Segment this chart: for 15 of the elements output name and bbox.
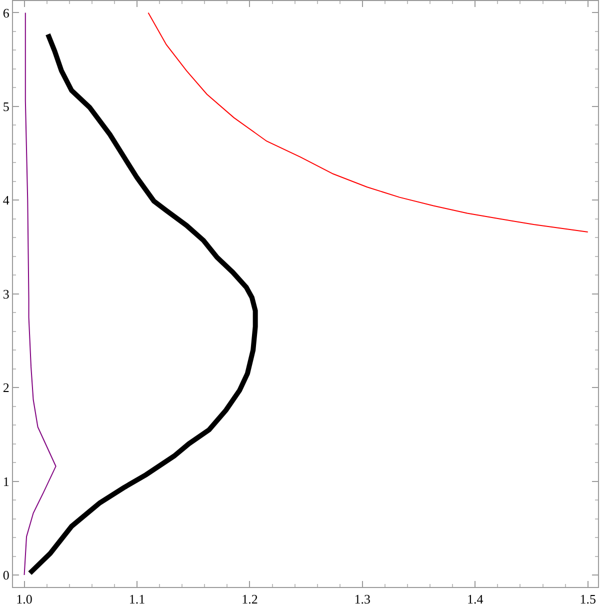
x-tick-label: 1.4 [467,592,484,607]
x-tick-label: 1.2 [242,592,258,607]
y-tick-label: 6 [2,5,10,20]
y-tick-label: 0 [2,568,10,583]
y-tick-label: 2 [2,380,10,396]
x-tick-label: 1.0 [16,592,32,607]
y-tick-label: 1 [2,474,10,489]
x-tick-label: 1.5 [580,592,596,607]
x-tick-label: 1.3 [354,592,371,607]
line-series [148,12,588,233]
y-tick-label: 5 [2,98,10,114]
x-tick-label: 1.1 [128,592,146,607]
y-tick-label: 4 [2,192,10,208]
line-series [24,12,56,576]
y-tick-label: 3 [2,286,10,302]
